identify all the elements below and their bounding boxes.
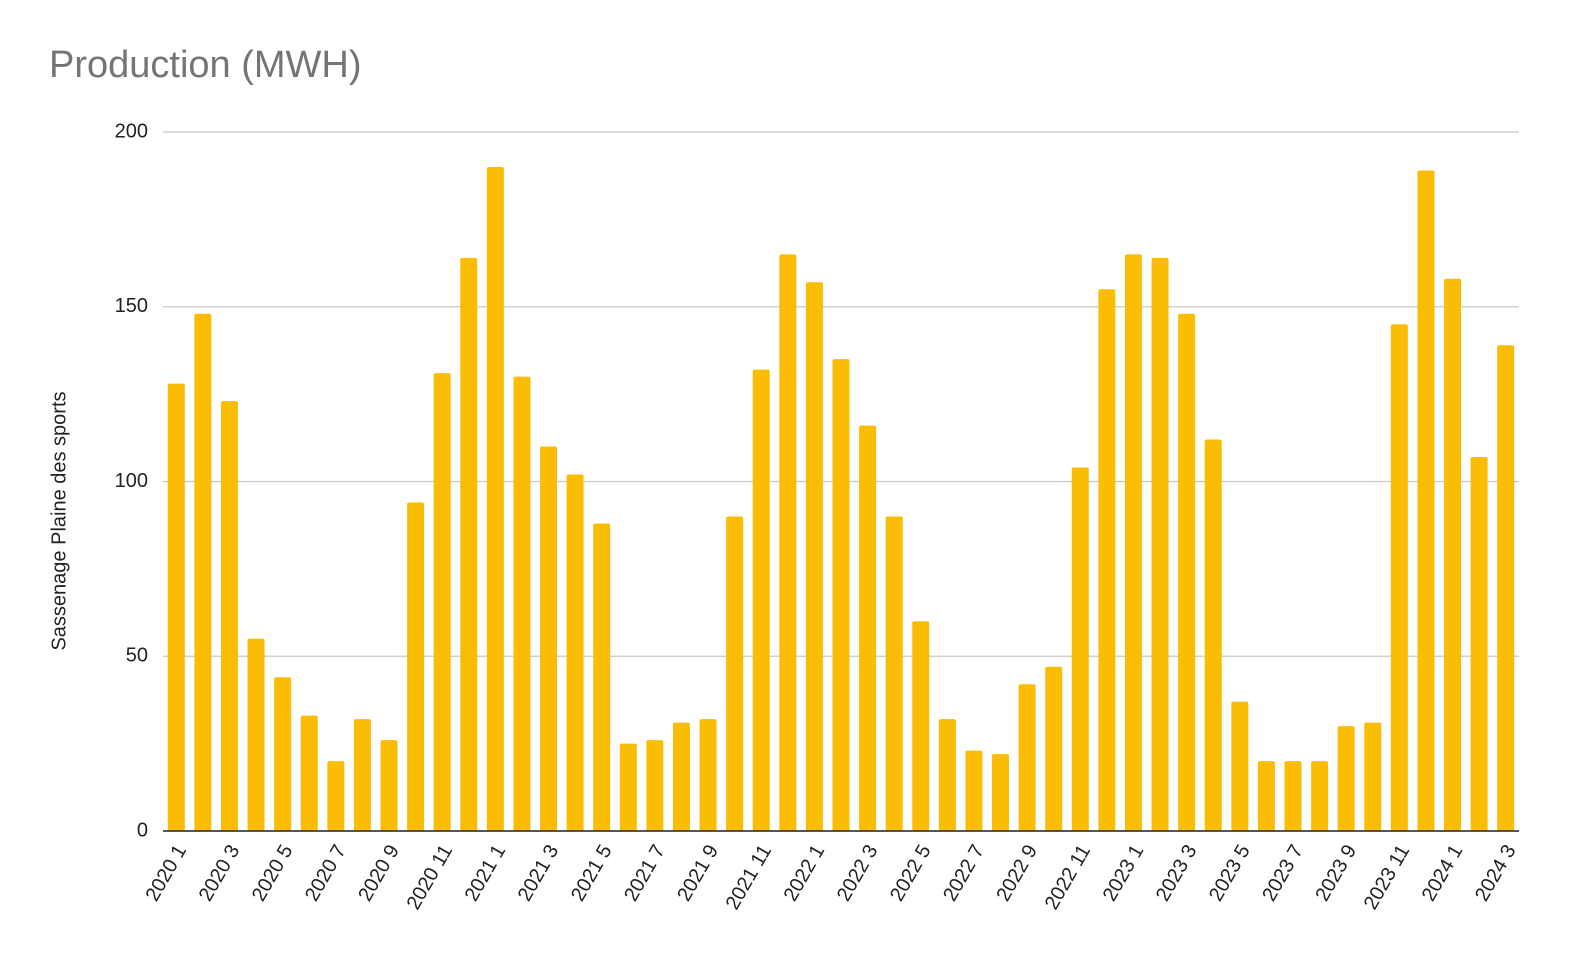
bar — [1231, 701, 1249, 831]
x-tick-label: 2023 11 — [1360, 841, 1414, 913]
x-tick-label: 2022 9 — [992, 841, 1042, 905]
y-tick-label: 200 — [115, 120, 148, 142]
bar — [380, 740, 398, 831]
bar — [327, 761, 345, 831]
y-tick-label: 150 — [115, 295, 148, 317]
y-tick-label: 0 — [137, 819, 148, 841]
x-tick-label: 2022 5 — [886, 841, 936, 905]
bar — [938, 719, 956, 831]
x-tick-label: 2024 1 — [1418, 841, 1468, 905]
x-tick-label: 2022 1 — [780, 841, 830, 905]
bar — [1098, 289, 1116, 831]
bar — [752, 369, 770, 831]
bar — [1018, 684, 1036, 831]
bar — [300, 715, 318, 831]
bar — [1178, 313, 1196, 831]
x-tick-label: 2023 5 — [1205, 841, 1255, 905]
bar — [1444, 278, 1462, 831]
bar — [220, 401, 238, 831]
bar — [1470, 457, 1488, 831]
chart-title: Production (MWH) — [49, 44, 362, 86]
x-tick-label: 2020 9 — [354, 841, 404, 905]
bar — [779, 254, 797, 831]
x-tick-label: 2020 1 — [142, 841, 192, 905]
bar — [726, 516, 744, 831]
bar — [1497, 345, 1515, 831]
x-tick-label: 2023 7 — [1258, 841, 1308, 905]
bar — [992, 754, 1010, 831]
bar — [460, 257, 478, 831]
bar — [805, 282, 823, 831]
bar — [912, 621, 930, 831]
bar — [353, 719, 371, 831]
bar — [247, 638, 265, 831]
bar — [513, 376, 531, 831]
bar — [1390, 324, 1408, 831]
y-axis-label: Sassenage Plaine des sports — [48, 391, 70, 650]
bar — [433, 373, 451, 831]
bar — [885, 516, 903, 831]
bar — [1257, 761, 1275, 831]
bar — [540, 446, 558, 831]
y-tick-label: 50 — [126, 645, 148, 667]
x-tick-label: 2021 5 — [567, 841, 617, 905]
bar — [593, 523, 611, 831]
x-tick-label: 2021 11 — [722, 841, 776, 913]
x-tick-label: 2024 3 — [1471, 841, 1521, 905]
bar — [646, 740, 664, 831]
x-tick-label: 2022 7 — [939, 841, 989, 905]
bar — [1337, 726, 1355, 831]
y-tick-label: 100 — [115, 470, 148, 492]
bar — [486, 166, 504, 831]
x-tick-label: 2021 3 — [514, 841, 564, 905]
bar — [1311, 761, 1329, 831]
bar — [699, 719, 717, 831]
x-tick-label: 2020 7 — [301, 841, 351, 905]
bar — [407, 502, 425, 831]
bar — [274, 677, 292, 831]
bar — [859, 425, 877, 831]
bar — [1284, 761, 1302, 831]
x-tick-label: 2020 3 — [195, 841, 245, 905]
x-tick-label: 2020 11 — [403, 841, 457, 913]
bar — [1204, 439, 1222, 831]
bar — [832, 359, 850, 831]
bar — [1417, 170, 1435, 831]
bar — [1151, 257, 1169, 831]
bar — [566, 474, 584, 831]
bar — [194, 313, 212, 831]
bar — [1071, 467, 1089, 831]
bar — [167, 383, 185, 831]
bar — [1124, 254, 1142, 831]
x-tick-label: 2023 1 — [1099, 841, 1149, 905]
bar — [672, 722, 690, 831]
x-tick-label: 2021 9 — [673, 841, 723, 905]
x-tick-label: 2022 3 — [833, 841, 883, 905]
x-tick-label: 2021 7 — [620, 841, 670, 905]
x-tick-label: 2023 3 — [1152, 841, 1202, 905]
bar — [619, 743, 637, 831]
bar — [965, 750, 983, 831]
bar — [1364, 722, 1382, 831]
x-tick-label: 2021 1 — [461, 841, 511, 905]
x-tick-label: 2022 11 — [1041, 841, 1095, 913]
x-tick-label: 2023 9 — [1311, 841, 1361, 905]
x-tick-label: 2020 5 — [248, 841, 298, 905]
bar — [1045, 666, 1063, 831]
